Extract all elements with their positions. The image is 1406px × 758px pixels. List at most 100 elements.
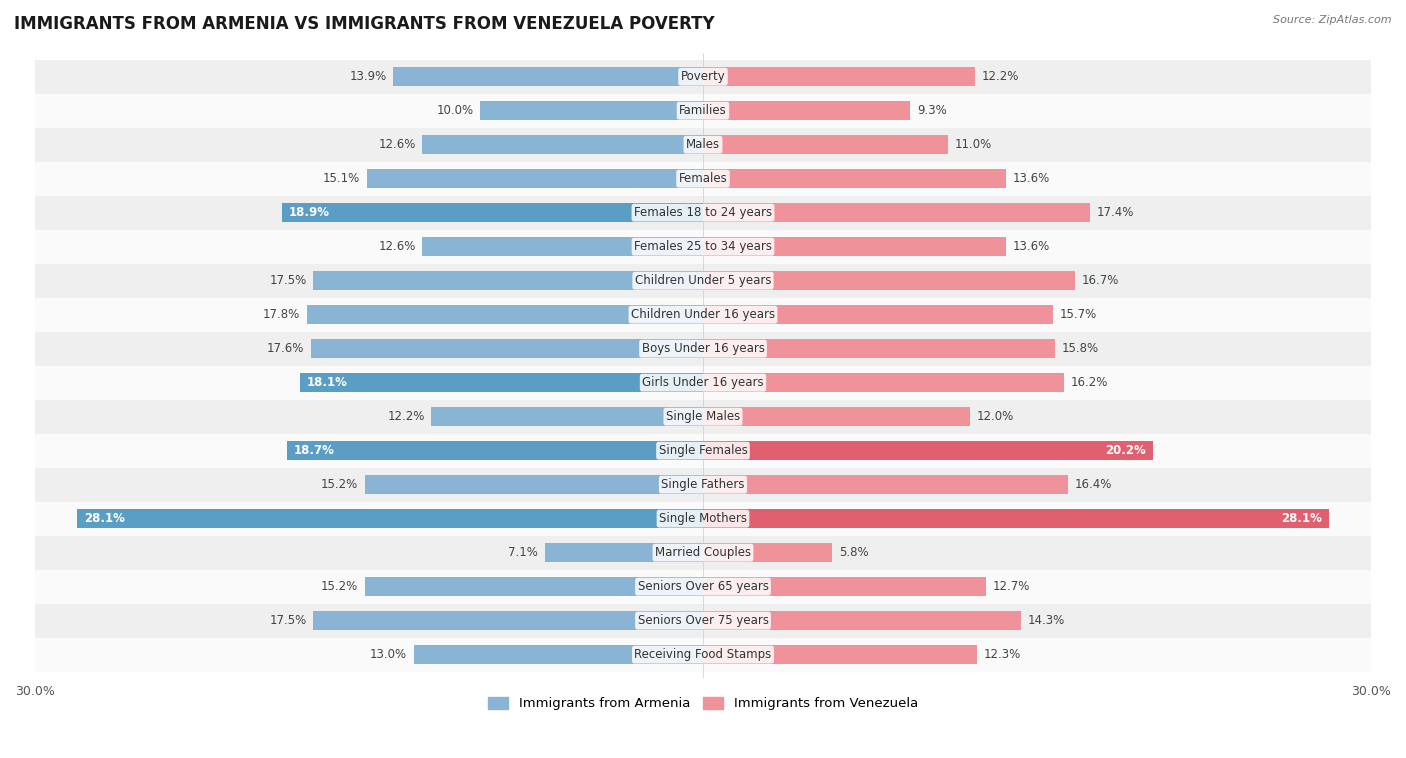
Text: 17.5%: 17.5% <box>270 274 307 287</box>
Bar <box>364 475 703 494</box>
Text: 13.9%: 13.9% <box>350 70 387 83</box>
Text: Single Males: Single Males <box>666 410 740 423</box>
Text: 18.9%: 18.9% <box>288 206 330 219</box>
Text: 17.5%: 17.5% <box>270 614 307 627</box>
Text: 7.1%: 7.1% <box>509 546 538 559</box>
Text: 12.3%: 12.3% <box>984 648 1021 661</box>
Bar <box>35 94 1371 127</box>
Bar <box>703 305 1053 324</box>
Text: Boys Under 16 years: Boys Under 16 years <box>641 342 765 356</box>
Text: 13.0%: 13.0% <box>370 648 406 661</box>
Bar <box>703 136 948 154</box>
Text: 17.4%: 17.4% <box>1097 206 1135 219</box>
Text: 16.4%: 16.4% <box>1076 478 1112 491</box>
Bar <box>35 365 1371 399</box>
Bar <box>35 230 1371 264</box>
Bar <box>35 196 1371 230</box>
Bar <box>703 67 974 86</box>
Text: Males: Males <box>686 138 720 151</box>
Text: 20.2%: 20.2% <box>1105 444 1146 457</box>
Text: 12.2%: 12.2% <box>387 410 425 423</box>
Bar <box>703 169 1005 188</box>
Bar <box>481 102 703 120</box>
Bar <box>703 340 1054 358</box>
Bar <box>703 271 1076 290</box>
Bar <box>364 578 703 596</box>
Text: 14.3%: 14.3% <box>1028 614 1066 627</box>
Text: Poverty: Poverty <box>681 70 725 83</box>
Text: Families: Families <box>679 104 727 117</box>
Text: 10.0%: 10.0% <box>436 104 474 117</box>
Text: 12.6%: 12.6% <box>378 138 416 151</box>
Text: 16.7%: 16.7% <box>1081 274 1119 287</box>
Bar <box>703 373 1064 392</box>
Text: Females: Females <box>679 172 727 185</box>
Text: 15.1%: 15.1% <box>323 172 360 185</box>
Bar <box>307 305 703 324</box>
Bar <box>703 578 986 596</box>
Text: 15.2%: 15.2% <box>321 580 359 593</box>
Bar <box>35 434 1371 468</box>
Text: 17.6%: 17.6% <box>267 342 304 356</box>
Bar <box>77 509 703 528</box>
Bar <box>283 203 703 222</box>
Bar <box>703 611 1021 630</box>
Legend: Immigrants from Armenia, Immigrants from Venezuela: Immigrants from Armenia, Immigrants from… <box>484 691 922 716</box>
Bar <box>703 509 1329 528</box>
Text: 28.1%: 28.1% <box>84 512 125 525</box>
Bar <box>35 468 1371 502</box>
Text: 15.7%: 15.7% <box>1059 309 1097 321</box>
Bar <box>703 543 832 562</box>
Bar <box>703 407 970 426</box>
Bar <box>35 536 1371 569</box>
Text: Children Under 16 years: Children Under 16 years <box>631 309 775 321</box>
Text: 28.1%: 28.1% <box>1281 512 1322 525</box>
Text: 9.3%: 9.3% <box>917 104 946 117</box>
Bar <box>314 271 703 290</box>
Text: 18.7%: 18.7% <box>294 444 335 457</box>
Text: Married Couples: Married Couples <box>655 546 751 559</box>
Bar <box>394 67 703 86</box>
Bar <box>35 298 1371 332</box>
Text: 11.0%: 11.0% <box>955 138 991 151</box>
Bar <box>35 332 1371 365</box>
Text: Females 18 to 24 years: Females 18 to 24 years <box>634 206 772 219</box>
Bar <box>422 237 703 256</box>
Text: Females 25 to 34 years: Females 25 to 34 years <box>634 240 772 253</box>
Text: 15.2%: 15.2% <box>321 478 359 491</box>
Bar <box>703 475 1069 494</box>
Text: Source: ZipAtlas.com: Source: ZipAtlas.com <box>1274 15 1392 25</box>
Text: Single Females: Single Females <box>658 444 748 457</box>
Bar <box>35 637 1371 672</box>
Bar <box>703 645 977 664</box>
Bar <box>367 169 703 188</box>
Bar <box>703 102 910 120</box>
Text: Single Mothers: Single Mothers <box>659 512 747 525</box>
Text: Single Fathers: Single Fathers <box>661 478 745 491</box>
Text: Receiving Food Stamps: Receiving Food Stamps <box>634 648 772 661</box>
Bar <box>287 441 703 460</box>
Text: 5.8%: 5.8% <box>839 546 869 559</box>
Text: 13.6%: 13.6% <box>1012 240 1050 253</box>
Text: 15.8%: 15.8% <box>1062 342 1098 356</box>
Bar <box>35 60 1371 94</box>
Bar <box>422 136 703 154</box>
Bar <box>35 569 1371 603</box>
Bar <box>35 603 1371 637</box>
Bar <box>314 611 703 630</box>
Text: Girls Under 16 years: Girls Under 16 years <box>643 376 763 389</box>
Text: 12.2%: 12.2% <box>981 70 1019 83</box>
Bar <box>413 645 703 664</box>
Text: Seniors Over 65 years: Seniors Over 65 years <box>637 580 769 593</box>
Bar <box>299 373 703 392</box>
Bar <box>703 203 1091 222</box>
Bar <box>35 399 1371 434</box>
Text: 17.8%: 17.8% <box>263 309 299 321</box>
Text: 12.7%: 12.7% <box>993 580 1029 593</box>
Bar <box>35 127 1371 161</box>
Bar <box>432 407 703 426</box>
Bar <box>703 237 1005 256</box>
Bar <box>35 161 1371 196</box>
Bar <box>35 264 1371 298</box>
Text: IMMIGRANTS FROM ARMENIA VS IMMIGRANTS FROM VENEZUELA POVERTY: IMMIGRANTS FROM ARMENIA VS IMMIGRANTS FR… <box>14 15 714 33</box>
